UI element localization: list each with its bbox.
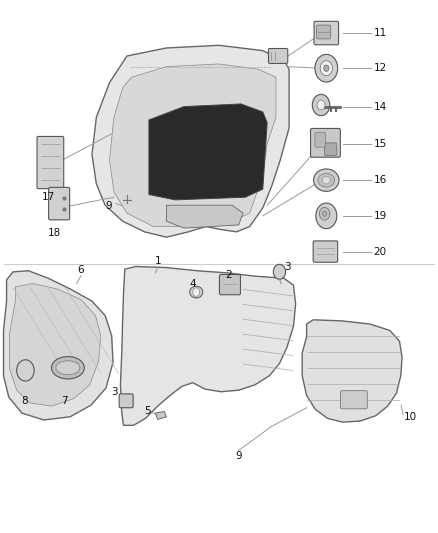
- Ellipse shape: [322, 176, 330, 184]
- Text: 8: 8: [21, 396, 28, 406]
- Text: 11: 11: [374, 28, 387, 38]
- Circle shape: [324, 65, 329, 71]
- Text: 17: 17: [42, 192, 55, 202]
- Ellipse shape: [318, 173, 335, 187]
- Ellipse shape: [56, 361, 80, 375]
- Polygon shape: [10, 284, 101, 406]
- Polygon shape: [110, 64, 276, 227]
- Text: 10: 10: [404, 412, 417, 422]
- Text: 7: 7: [61, 396, 68, 406]
- FancyBboxPatch shape: [325, 143, 337, 156]
- Circle shape: [316, 203, 337, 229]
- Text: 6: 6: [78, 265, 85, 275]
- FancyBboxPatch shape: [313, 241, 338, 262]
- Circle shape: [322, 211, 327, 216]
- Ellipse shape: [314, 169, 339, 191]
- Circle shape: [17, 360, 34, 381]
- Text: 14: 14: [374, 102, 387, 111]
- Text: 15: 15: [374, 139, 387, 149]
- Circle shape: [193, 288, 200, 296]
- FancyBboxPatch shape: [341, 391, 367, 409]
- Circle shape: [315, 54, 338, 82]
- Polygon shape: [149, 104, 267, 200]
- FancyBboxPatch shape: [314, 21, 339, 45]
- Polygon shape: [120, 266, 296, 425]
- Text: 2: 2: [225, 270, 232, 280]
- Text: 16: 16: [374, 175, 387, 185]
- Polygon shape: [166, 205, 243, 228]
- Polygon shape: [302, 320, 402, 422]
- Text: 4: 4: [189, 279, 196, 288]
- Circle shape: [320, 61, 332, 76]
- Text: 3: 3: [112, 387, 118, 397]
- Circle shape: [319, 207, 330, 220]
- Text: 9: 9: [105, 201, 112, 211]
- Text: 19: 19: [374, 211, 387, 221]
- Text: 1: 1: [154, 256, 161, 266]
- Polygon shape: [92, 45, 289, 237]
- Polygon shape: [155, 411, 166, 419]
- Ellipse shape: [52, 357, 84, 379]
- Text: 9: 9: [235, 451, 242, 461]
- FancyBboxPatch shape: [317, 25, 331, 39]
- Text: 20: 20: [374, 247, 387, 256]
- Ellipse shape: [190, 286, 203, 298]
- FancyBboxPatch shape: [49, 187, 70, 220]
- Text: 3: 3: [284, 262, 290, 271]
- Polygon shape: [4, 271, 113, 420]
- Text: 12: 12: [374, 63, 387, 73]
- FancyBboxPatch shape: [311, 128, 340, 157]
- FancyBboxPatch shape: [219, 274, 240, 295]
- FancyBboxPatch shape: [119, 394, 133, 408]
- FancyBboxPatch shape: [315, 132, 325, 147]
- Text: 18: 18: [48, 228, 61, 238]
- FancyBboxPatch shape: [268, 49, 288, 63]
- Text: 5: 5: [145, 407, 151, 416]
- FancyBboxPatch shape: [37, 136, 64, 189]
- Circle shape: [312, 94, 330, 116]
- Circle shape: [317, 100, 325, 110]
- Circle shape: [273, 264, 286, 279]
